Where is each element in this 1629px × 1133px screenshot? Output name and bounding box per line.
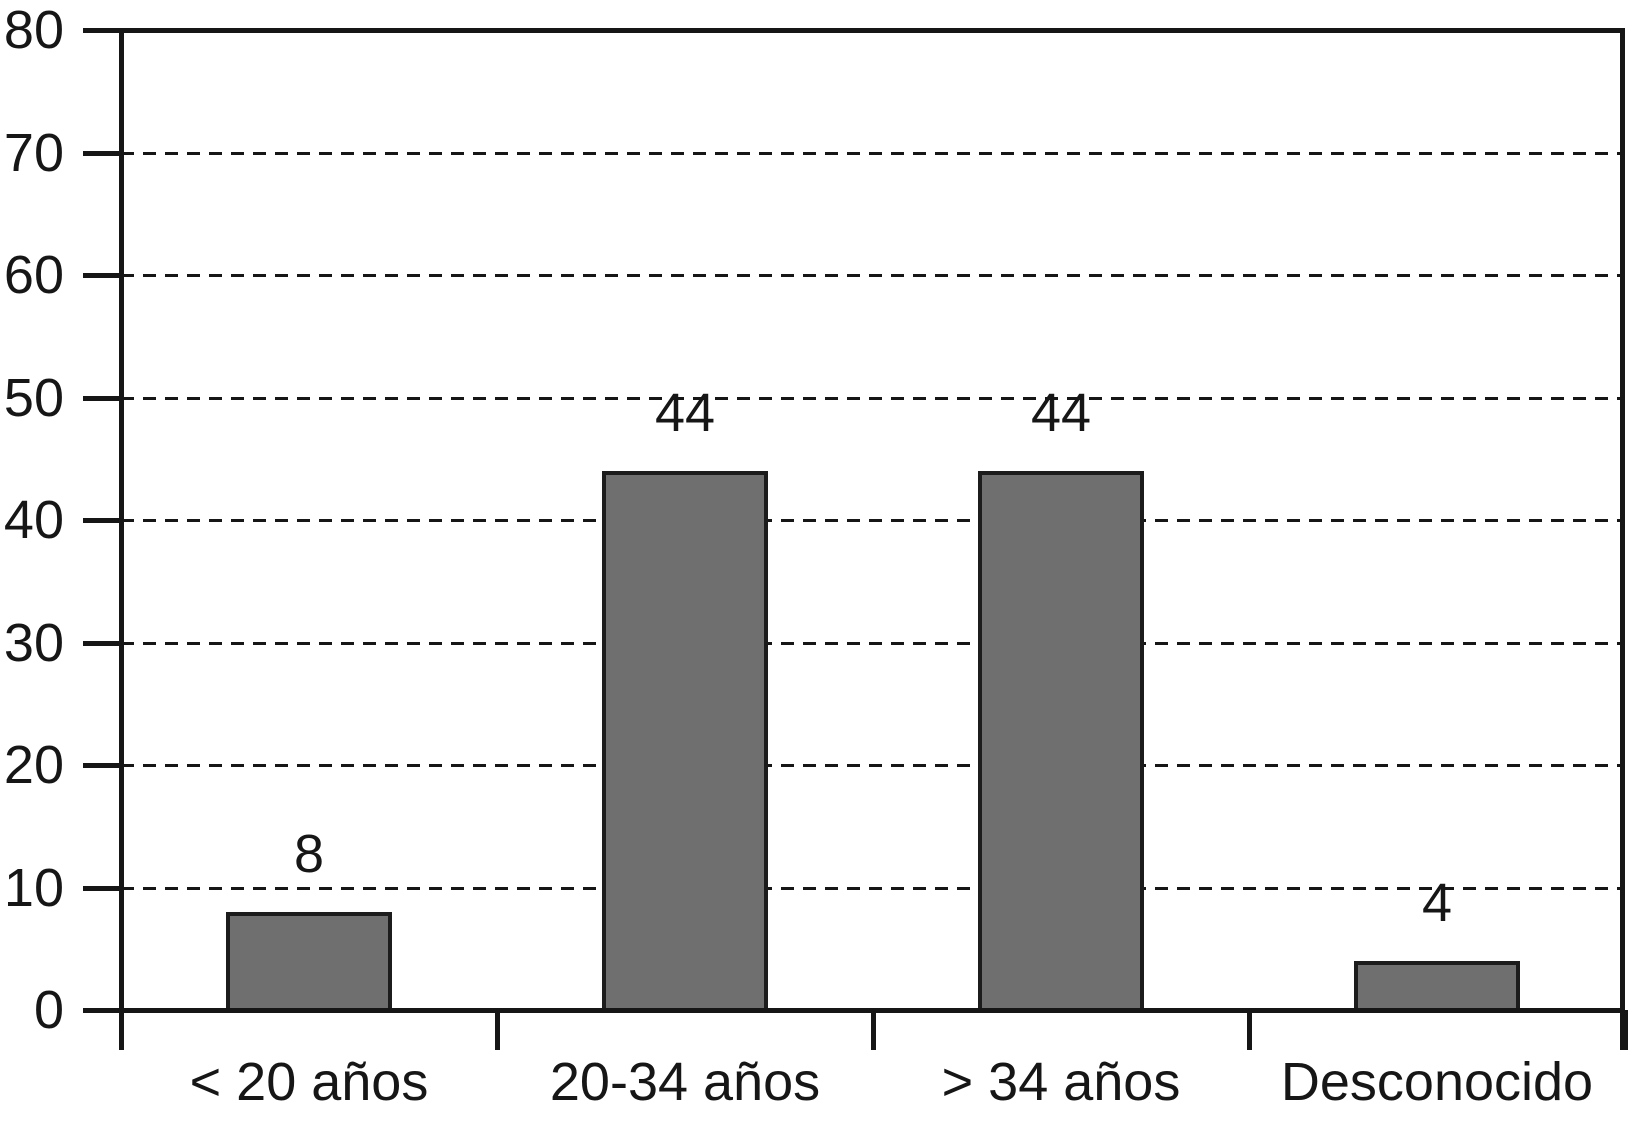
y-axis-tick: [83, 395, 121, 401]
x-axis-line: [83, 1008, 1625, 1013]
x-axis-tick: [1247, 1010, 1252, 1050]
gridline: [121, 274, 1625, 277]
x-category-label: < 20 años: [189, 1052, 429, 1112]
y-tick-label: 30: [3, 612, 64, 673]
bar-value-label: 8: [293, 824, 325, 884]
x-axis-tick: [495, 1010, 500, 1050]
x-axis-tick: [1623, 1010, 1628, 1050]
y-tick-label: 40: [3, 490, 64, 550]
y-axis-tick: [83, 150, 121, 156]
plot-right-border: [1620, 28, 1625, 1050]
gridline: [121, 886, 1625, 890]
bar: [226, 912, 392, 1010]
gridline: [121, 641, 1625, 645]
y-axis-line: [119, 28, 124, 1050]
gridline: [121, 519, 1625, 522]
x-axis-tick: [119, 1010, 124, 1050]
bar: [978, 471, 1144, 1010]
y-tick-label: 50: [3, 367, 64, 428]
bar: [1354, 961, 1520, 1010]
gridline: [121, 764, 1625, 767]
y-axis-tick: [83, 640, 121, 646]
x-category-label: > 34 años: [941, 1052, 1181, 1112]
bar-value-label: 44: [654, 383, 716, 443]
bar-value-label: 44: [1030, 383, 1092, 443]
y-tick-label: 60: [3, 245, 64, 305]
gridline: [121, 396, 1625, 400]
gridline: [121, 151, 1625, 155]
x-category-label: Desconocido: [1280, 1052, 1594, 1112]
y-axis-tick: [83, 763, 121, 768]
x-category-label: 20-34 años: [549, 1052, 821, 1112]
x-axis-tick: [871, 1010, 876, 1050]
y-tick-label: 0: [33, 980, 64, 1040]
bar: [602, 471, 768, 1010]
bar-value-label: 4: [1421, 873, 1453, 933]
plot-top-border: [83, 28, 1625, 33]
y-axis-tick: [83, 518, 121, 523]
y-tick-label: 70: [3, 122, 64, 183]
y-tick-label: 10: [3, 857, 64, 918]
y-tick-label: 80: [3, 0, 64, 60]
y-axis-tick: [83, 885, 121, 891]
y-axis-tick: [83, 273, 121, 278]
y-tick-label: 20: [3, 735, 64, 795]
